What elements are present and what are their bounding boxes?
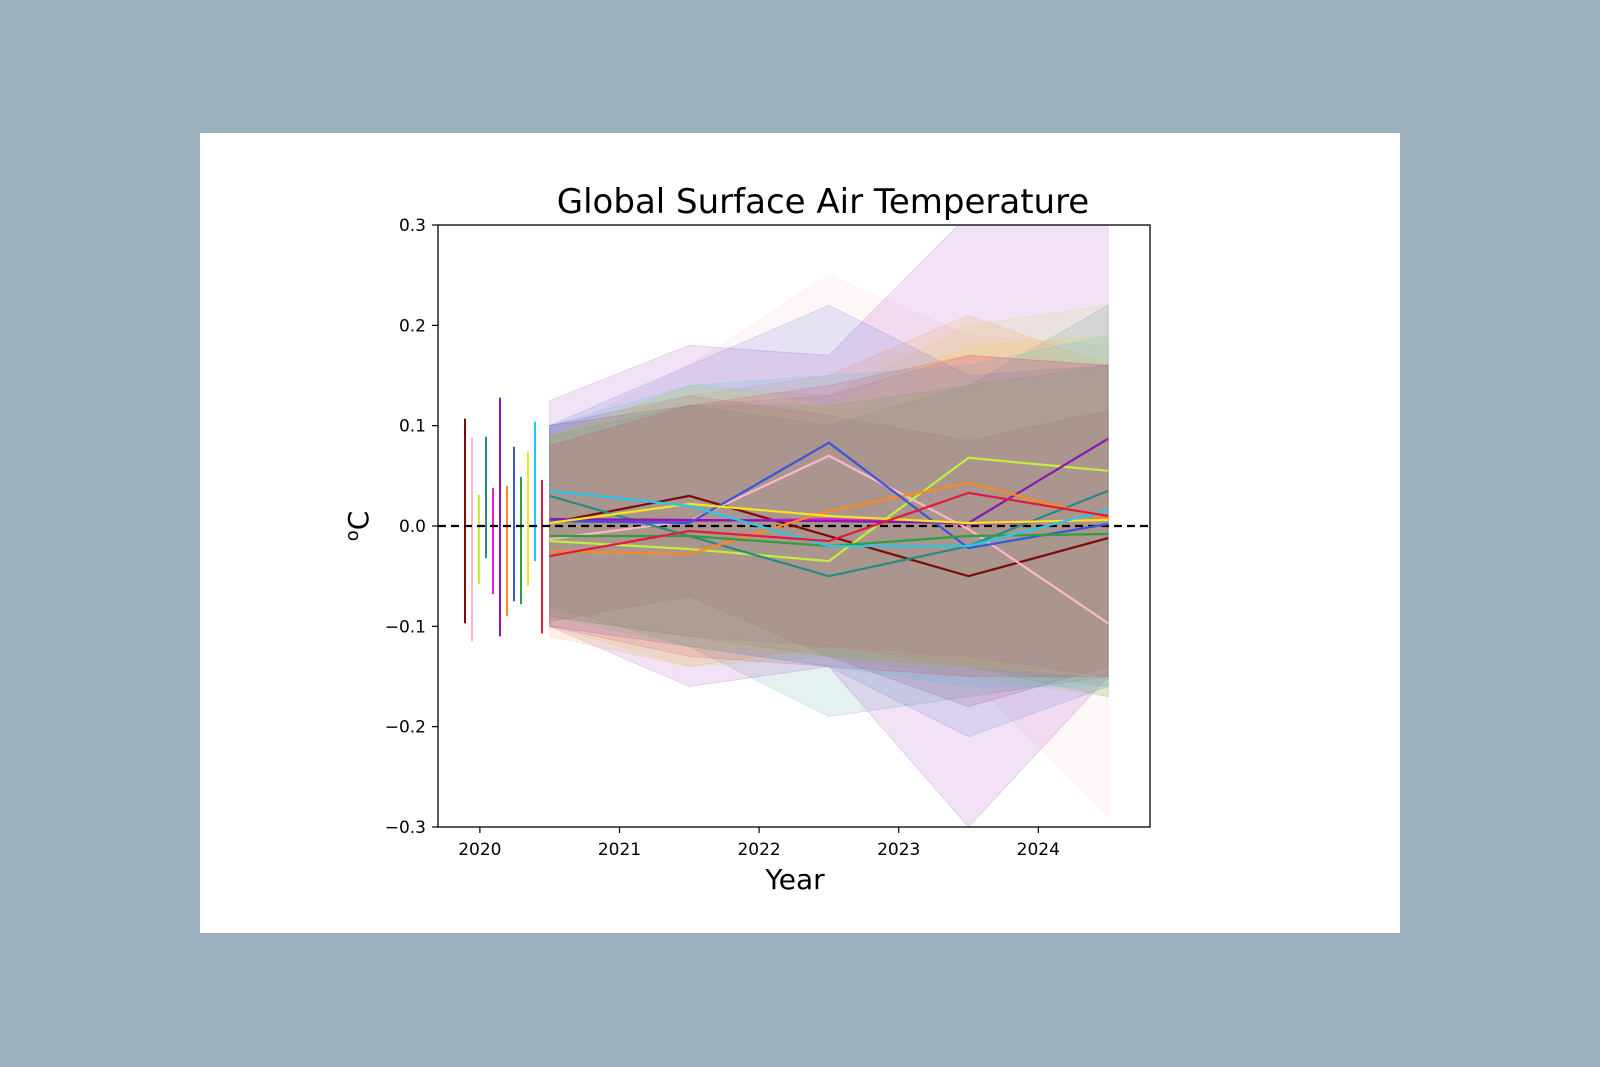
- y-tick-label: 0.3: [399, 216, 426, 236]
- uncertainty-band: [549, 364, 1109, 698]
- series-line: [549, 441, 1109, 550]
- x-axis-ticks: 2020 2021 2022 2023 2024: [458, 827, 1060, 860]
- spread-bars: [464, 397, 543, 642]
- uncertainty-band: [549, 395, 1109, 708]
- chart-title: Global Surface Air Temperature: [557, 182, 1089, 222]
- series-line: [549, 454, 1109, 625]
- y-tick-label: −0.2: [385, 718, 426, 738]
- y-tick-label: −0.1: [385, 617, 426, 637]
- series-line: [549, 502, 1109, 525]
- y-tick-label: 0.2: [399, 316, 426, 336]
- uncertainty-band: [549, 304, 1109, 698]
- series-line: [549, 491, 1109, 558]
- series-line: [549, 481, 1109, 556]
- uncertainty-band: [549, 314, 1109, 688]
- series-line: [549, 489, 1109, 548]
- temperature-chart: 2020 2021 2022 2023 2024 −0.3 −0.2 −0.1 0.0 0.1 0…: [342, 182, 1151, 896]
- x-axis-label: Year: [764, 863, 825, 896]
- y-axis-label: oC: [342, 511, 375, 542]
- x-tick-label: 2024: [1017, 840, 1060, 860]
- x-tick-label: 2023: [877, 840, 920, 860]
- series-lines: [549, 437, 1109, 625]
- x-tick-label: 2022: [737, 840, 780, 860]
- uncertainty-band: [549, 334, 1109, 678]
- series-line: [549, 494, 1109, 578]
- x-tick-label: 2020: [458, 840, 501, 860]
- y-axis-ticks: −0.3 −0.2 −0.1 0.0 0.1 0.2 0.3: [385, 216, 438, 838]
- y-tick-label: 0.0: [399, 517, 426, 537]
- series-line: [549, 456, 1109, 563]
- x-tick-label: 2021: [598, 840, 641, 860]
- figure-card: 2020 2021 2022 2023 2024 −0.3 −0.2 −0.1 0.0 0.1 0…: [200, 133, 1400, 933]
- y-tick-label: 0.1: [399, 417, 426, 437]
- y-tick-label: −0.3: [385, 818, 426, 838]
